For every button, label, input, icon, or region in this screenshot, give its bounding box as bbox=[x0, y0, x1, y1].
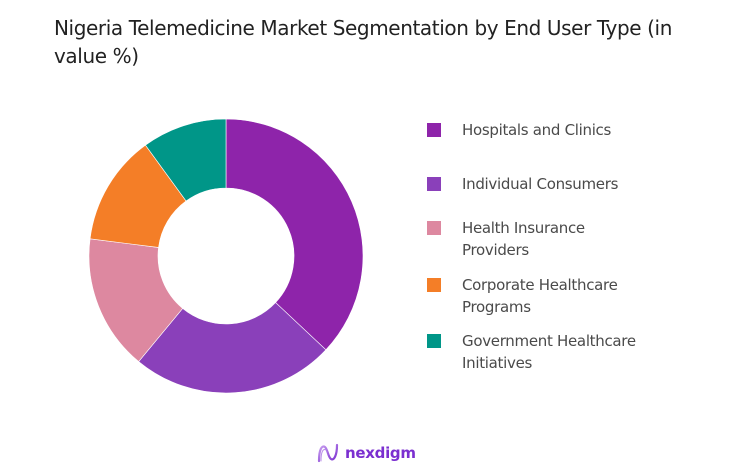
logo-text: nexdigm bbox=[345, 444, 416, 462]
donut-segment-health-insurance-providers[interactable] bbox=[88, 238, 184, 362]
logo-wave-icon bbox=[317, 443, 339, 463]
legend-swatch bbox=[427, 278, 441, 292]
legend-item-health-insurance[interactable]: Health Insurance Providers bbox=[427, 217, 612, 261]
donut-segment-government-healthcare-initiatives[interactable] bbox=[145, 118, 227, 202]
nexdigm-logo: nexdigm bbox=[317, 443, 416, 463]
donut-segment-individual-consumers[interactable] bbox=[138, 302, 327, 394]
legend-swatch bbox=[427, 177, 441, 191]
legend-label: Individual Consumers bbox=[462, 175, 619, 193]
legend-label: Health Insurance Providers bbox=[462, 219, 585, 259]
donut-segments bbox=[88, 118, 364, 394]
legend-item-hospitals[interactable]: Hospitals and Clinics bbox=[427, 119, 662, 141]
legend-swatch bbox=[427, 123, 441, 137]
donut-segment-hospitals-and-clinics[interactable] bbox=[225, 118, 364, 351]
legend-label: Corporate Healthcare Programs bbox=[462, 276, 618, 316]
legend-item-government[interactable]: Government Healthcare Initiatives bbox=[427, 330, 662, 374]
legend: Hospitals and Clinics Individual Consume… bbox=[427, 0, 727, 474]
chart-title: Nigeria Telemedicine Market Segmentation… bbox=[54, 16, 672, 68]
legend-label: Government Healthcare Initiatives bbox=[462, 332, 636, 372]
legend-swatch bbox=[427, 334, 441, 348]
legend-item-individual-consumers[interactable]: Individual Consumers bbox=[427, 173, 662, 195]
legend-item-corporate[interactable]: Corporate Healthcare Programs bbox=[427, 274, 642, 318]
legend-label: Hospitals and Clinics bbox=[462, 121, 612, 139]
legend-swatch bbox=[427, 221, 441, 235]
